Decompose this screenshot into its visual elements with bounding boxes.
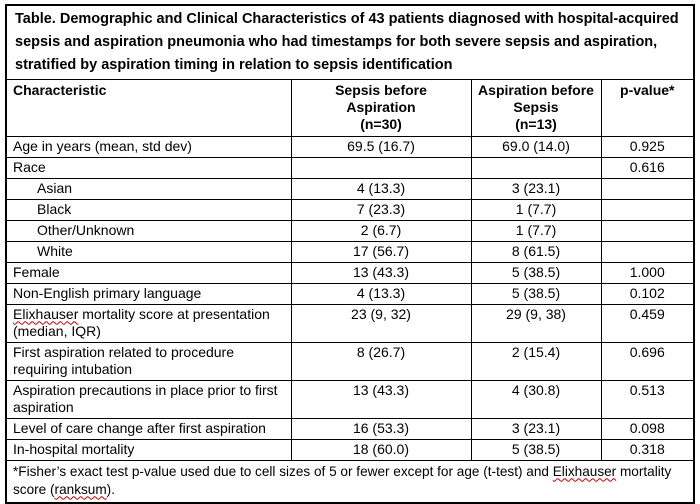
cell-aspiration-before: 69.0 (14.0) [470, 135, 602, 158]
cell-aspiration-before: 8 (61.5) [470, 240, 602, 263]
cell-aspiration-before: 2 (15.4) [470, 341, 602, 381]
misspelled-word: Elixhauser [13, 305, 79, 322]
cell-aspiration-before: 29 (9, 38) [470, 303, 602, 343]
table-row-race-white: White 17 (56.7) 8 (61.5) [6, 240, 694, 263]
column-header-aspiration-before-sepsis: Aspiration before Sepsis (n=13) [470, 79, 602, 137]
column-header-sepsis-before-aspiration: Sepsis before Aspiration (n=30) [290, 79, 472, 137]
cell-p-value: 0.696 [600, 341, 694, 381]
cell-p-value [600, 219, 694, 242]
header-row: Characteristic Sepsis before Aspiration … [6, 79, 694, 137]
table-row-age: Age in years (mean, std dev) 69.5 (16.7)… [6, 135, 694, 158]
cell-sepsis-before: 2 (6.7) [290, 219, 472, 242]
cell-p-value: 0.098 [600, 417, 694, 440]
table-row-race-asian: Asian 4 (13.3) 3 (23.1) [6, 177, 694, 200]
cell-p-value: 0.616 [600, 156, 694, 179]
data-table: Characteristic Sepsis before Aspiration … [6, 79, 694, 502]
cell-aspiration-before: 1 (7.7) [470, 198, 602, 221]
table-row-aspiration-precautions: Aspiration precautions in place prior to… [6, 379, 694, 419]
row-label: Asian [6, 177, 292, 200]
cell-p-value: 0.513 [600, 379, 694, 419]
cell-sepsis-before: 8 (26.7) [290, 341, 472, 381]
table-row-female: Female 13 (43.3) 5 (38.5) 1.000 [6, 261, 694, 284]
table-footnote: *Fisher’s exact test p-value used due to… [6, 459, 694, 502]
cell-p-value: 0.102 [600, 282, 694, 305]
cell-aspiration-before: 3 (23.1) [470, 177, 602, 200]
row-label: Age in years (mean, std dev) [6, 135, 292, 158]
row-label: White [6, 240, 292, 263]
cell-p-value [600, 198, 694, 221]
column-header-p-value: p-value* [600, 79, 694, 137]
misspelled-word: ranksum [54, 481, 107, 497]
cell-sepsis-before: 13 (43.3) [290, 379, 472, 419]
row-label: Level of care change after first aspirat… [6, 417, 292, 440]
table-row-race-other-unknown: Other/Unknown 2 (6.7) 1 (7.7) [6, 219, 694, 242]
cell-aspiration-before: 5 (38.5) [470, 282, 602, 305]
row-label: First aspiration related to procedure re… [6, 341, 292, 381]
table-footnote-row: *Fisher’s exact test p-value used due to… [6, 459, 694, 502]
cell-aspiration-before: 4 (30.8) [470, 379, 602, 419]
cell-aspiration-before: 3 (23.1) [470, 417, 602, 440]
row-label: Non-English primary language [6, 282, 292, 305]
characteristics-table: Table. Demographic and Clinical Characte… [5, 4, 695, 504]
cell-sepsis-before: 69.5 (16.7) [290, 135, 472, 158]
cell-aspiration-before: 5 (38.5) [470, 261, 602, 284]
table-row-level-of-care-change: Level of care change after first aspirat… [6, 417, 694, 440]
cell-sepsis-before: 4 (13.3) [290, 282, 472, 305]
column-header-characteristic: Characteristic [6, 79, 292, 137]
cell-aspiration-before: 1 (7.7) [470, 219, 602, 242]
table-row-elixhauser-score: Elixhauser mortality score at presentati… [6, 303, 694, 343]
cell-p-value: 0.925 [600, 135, 694, 158]
row-label: Female [6, 261, 292, 284]
footnote-text: mortality score ( [13, 463, 672, 497]
table-row-first-aspiration-procedure: First aspiration related to procedure re… [6, 341, 694, 381]
footnote-text: *Fisher’s exact test p-value used due to… [13, 463, 553, 479]
row-label-text: mortality score at presentation (median,… [13, 305, 270, 339]
row-label: Aspiration precautions in place prior to… [6, 379, 292, 419]
cell-p-value [600, 177, 694, 200]
cell-sepsis-before: 23 (9, 32) [290, 303, 472, 343]
cell-sepsis-before: 13 (43.3) [290, 261, 472, 284]
cell-sepsis-before: 16 (53.3) [290, 417, 472, 440]
cell-p-value: 1.000 [600, 261, 694, 284]
cell-p-value: 0.459 [600, 303, 694, 343]
cell-sepsis-before: 4 (13.3) [290, 177, 472, 200]
misspelled-word: Elixhauser [552, 463, 617, 479]
table-row-race-black: Black 7 (23.3) 1 (7.7) [6, 198, 694, 221]
row-label: Race [6, 156, 292, 179]
cell-sepsis-before: 18 (60.0) [290, 438, 472, 461]
footnote-text: ). [106, 481, 115, 497]
cell-sepsis-before: 7 (23.3) [290, 198, 472, 221]
cell-p-value: 0.318 [600, 438, 694, 461]
row-label: Elixhauser mortality score at presentati… [6, 303, 292, 343]
cell-sepsis-before [290, 156, 472, 179]
cell-p-value [600, 240, 694, 263]
table-row-in-hospital-mortality: In-hospital mortality 18 (60.0) 5 (38.5)… [6, 438, 694, 461]
row-label: Other/Unknown [6, 219, 292, 242]
row-label: Black [6, 198, 292, 221]
cell-aspiration-before: 5 (38.5) [470, 438, 602, 461]
table-row-race: Race 0.616 [6, 156, 694, 179]
cell-sepsis-before: 17 (56.7) [290, 240, 472, 263]
cell-aspiration-before [470, 156, 602, 179]
table-title: Table. Demographic and Clinical Characte… [7, 6, 693, 80]
row-label: In-hospital mortality [6, 438, 292, 461]
table-row-non-english-language: Non-English primary language 4 (13.3) 5 … [6, 282, 694, 305]
